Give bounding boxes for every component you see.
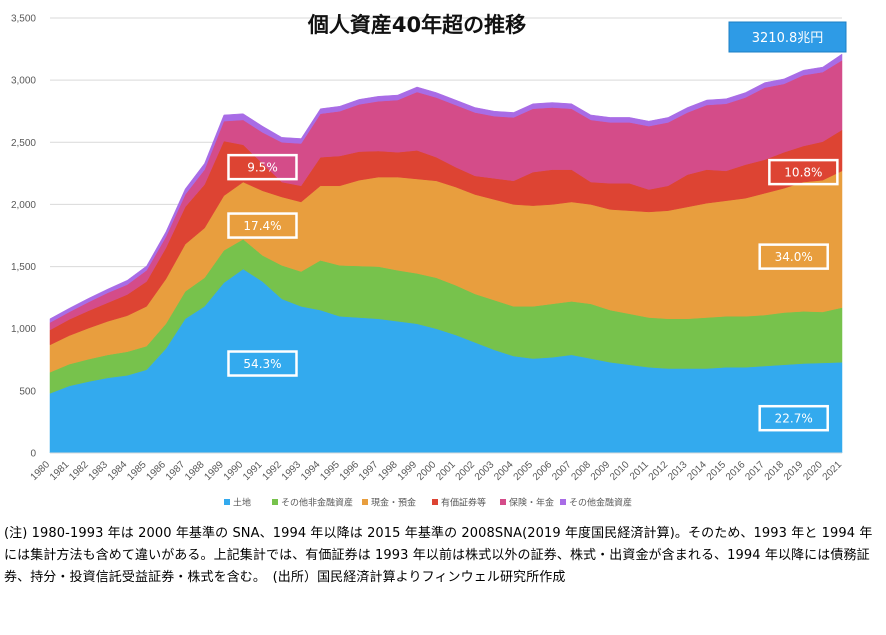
x-tick-label: 2001 xyxy=(434,459,458,483)
x-tick-label: 1987 xyxy=(164,459,188,483)
chart-title: 個人資産40年超の推移 xyxy=(307,13,526,37)
y-tick-label: 1,000 xyxy=(11,324,36,335)
annotation-label: 22.7% xyxy=(775,412,813,426)
area-series-その他金融資産 xyxy=(49,53,843,323)
percentage-annotations: 9.5% 17.4% 54.3% 10.8% 34.0% 22.7% xyxy=(227,153,839,432)
x-axis: 1980198119821983198419851986198719881989… xyxy=(29,452,845,483)
y-tick-label: 1,500 xyxy=(11,262,36,273)
total-value-label: 3210.8兆円 xyxy=(752,31,824,46)
x-tick-label: 1999 xyxy=(396,459,420,483)
annotation-box xyxy=(227,153,298,181)
x-tick-label: 2020 xyxy=(801,459,825,483)
legend-swatch xyxy=(224,499,230,505)
annotation-box xyxy=(768,158,839,186)
area-series xyxy=(49,53,843,454)
y-tick-label: 2,000 xyxy=(11,200,36,211)
y-tick-label: 3,000 xyxy=(11,76,36,87)
annotation-box xyxy=(758,404,829,432)
x-tick-label: 2011 xyxy=(628,459,651,482)
y-tick-label: 3,500 xyxy=(11,14,36,25)
x-tick-label: 1988 xyxy=(183,459,207,483)
x-tick-label: 2013 xyxy=(666,459,690,483)
x-tick-label: 1982 xyxy=(67,459,91,483)
annotation-box xyxy=(227,350,298,377)
x-tick-label: 1980 xyxy=(29,459,53,483)
x-tick-label: 2003 xyxy=(473,459,497,483)
x-tick-label: 2010 xyxy=(608,459,632,483)
annotation-label: 54.3% xyxy=(243,357,281,371)
x-tick-label: 2007 xyxy=(550,459,574,483)
x-tick-label: 1998 xyxy=(376,459,400,483)
x-tick-label: 2005 xyxy=(512,459,536,483)
y-axis: 0 500 1,000 1,500 2,000 2,500 3,000 3,500 xyxy=(11,14,36,460)
legend-swatch xyxy=(500,499,506,505)
x-tick-label: 2014 xyxy=(685,459,709,483)
legend-swatch xyxy=(362,499,368,505)
total-value-box xyxy=(728,21,847,53)
y-tick-label: 500 xyxy=(19,386,36,397)
y-tick-label: 2,500 xyxy=(11,138,36,149)
footnote: (注) 1980-1993 年は 2000 年基準の SNA、1994 年以降は… xyxy=(4,526,873,585)
legend-label: 土地 xyxy=(233,497,251,509)
x-tick-label: 2017 xyxy=(743,459,767,483)
x-tick-label: 1996 xyxy=(338,459,362,483)
x-tick-label: 2019 xyxy=(782,459,806,483)
x-tick-label: 2004 xyxy=(492,459,516,483)
legend: 土地 その他非金融資産 現金・預金 有価証券等 保険・年金 その他金融資産 xyxy=(224,497,632,509)
y-tick-label: 0 xyxy=(30,449,36,460)
x-tick-label: 2012 xyxy=(647,459,671,483)
x-tick-label: 1991 xyxy=(241,459,265,483)
x-tick-label: 2015 xyxy=(705,459,729,483)
x-tick-label: 2006 xyxy=(531,459,555,483)
x-tick-label: 2018 xyxy=(763,459,787,483)
x-tick-label: 1983 xyxy=(87,459,111,483)
x-tick-label: 1993 xyxy=(280,459,304,483)
annotation-label: 34.0% xyxy=(775,250,813,264)
legend-swatch xyxy=(432,499,438,505)
annotation-label: 9.5% xyxy=(247,161,278,175)
x-tick-label: 1985 xyxy=(125,459,149,483)
x-tick-label: 2000 xyxy=(415,459,439,483)
annotation-box xyxy=(227,212,298,239)
x-tick-label: 1990 xyxy=(222,459,246,483)
x-tick-label: 1986 xyxy=(145,459,169,483)
annotation-label: 17.4% xyxy=(243,219,281,233)
x-tick-label: 1989 xyxy=(202,459,226,483)
x-tick-label: 1992 xyxy=(260,459,284,483)
x-tick-label: 2009 xyxy=(589,459,613,483)
legend-label: 保険・年金 xyxy=(509,497,554,509)
legend-label: その他金融資産 xyxy=(569,497,632,509)
legend-swatch xyxy=(272,499,278,505)
x-tick-label: 2008 xyxy=(569,459,593,483)
legend-label: 現金・預金 xyxy=(371,497,416,509)
x-tick-label: 2002 xyxy=(454,459,478,483)
legend-swatch xyxy=(560,499,566,505)
x-tick-label: 1997 xyxy=(357,459,381,483)
legend-label: 有価証券等 xyxy=(441,497,486,509)
x-tick-label: 2021 xyxy=(821,459,845,483)
annotation-label: 10.8% xyxy=(784,166,822,180)
x-tick-label: 1995 xyxy=(318,459,342,483)
x-tick-label: 1984 xyxy=(106,459,130,483)
legend-label: その他非金融資産 xyxy=(281,497,353,509)
x-tick-label: 2016 xyxy=(724,459,748,483)
x-tick-label: 1981 xyxy=(48,459,72,483)
x-tick-label: 1994 xyxy=(299,459,323,483)
annotation-box xyxy=(758,243,829,270)
